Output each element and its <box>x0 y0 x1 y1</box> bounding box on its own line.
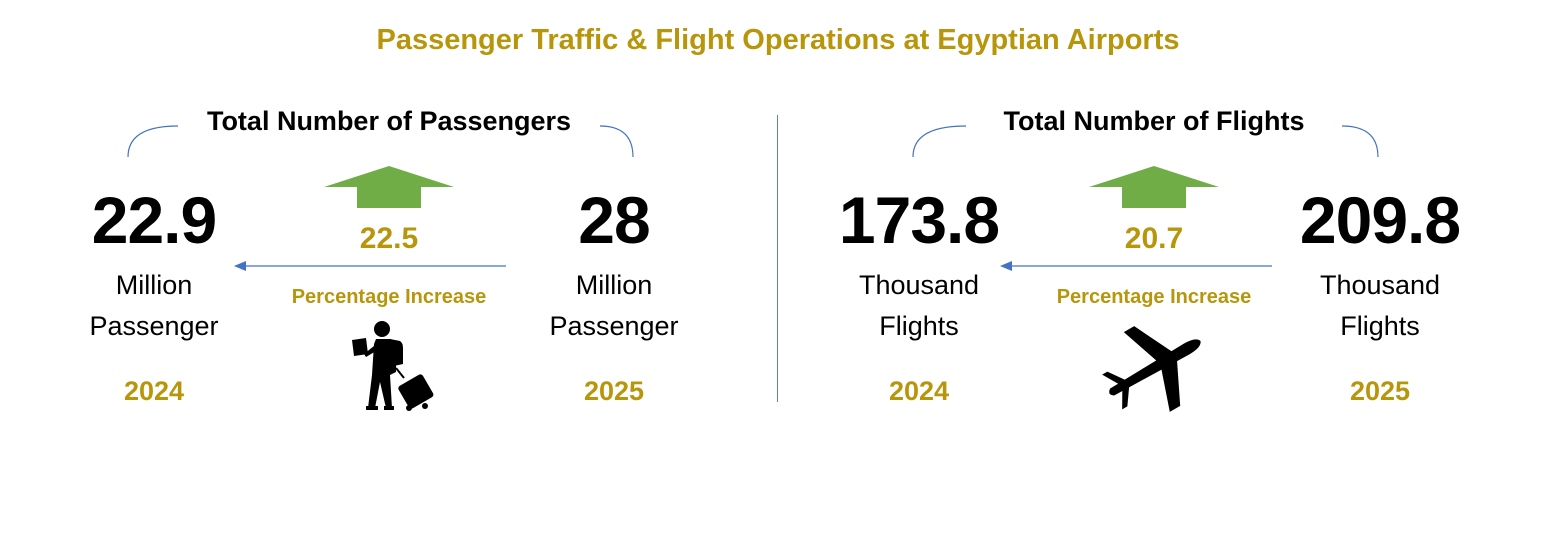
passengers-up-arrow-icon <box>324 166 454 208</box>
flights-2024-unit: Thousand Flights <box>819 265 1019 347</box>
airplane-icon <box>1102 326 1201 412</box>
passengers-2025-unit-line1: Million <box>575 270 653 300</box>
passengers-2024-unit-line2: Passenger <box>89 311 219 341</box>
flights-2024-value: 173.8 <box>838 183 1000 257</box>
page-title: Passenger Traffic & Flight Operations at… <box>376 24 1180 56</box>
flights-2025-unit: Thousand Flights <box>1280 265 1480 347</box>
flights-section-title: Total Number of Flights <box>1003 106 1305 136</box>
passengers-increase-value: 22.5 <box>359 222 419 255</box>
passengers-2024-unit: Million Passenger <box>54 265 254 347</box>
passengers-2024-unit-line1: Million <box>115 270 193 300</box>
section-divider <box>777 115 778 402</box>
flights-left-arrow-icon <box>1000 261 1272 271</box>
traveler-with-luggage-icon <box>352 321 434 411</box>
passengers-section-title: Total Number of Passengers <box>206 106 572 136</box>
passengers-2024-value: 22.9 <box>91 183 217 257</box>
flights-2025-unit-line2: Flights <box>1340 311 1420 341</box>
flights-2024-unit-line1: Thousand <box>858 270 980 300</box>
flights-2025-year: 2025 <box>1349 376 1411 406</box>
flights-2024-year: 2024 <box>888 376 950 406</box>
flights-2024-unit-line2: Flights <box>879 311 959 341</box>
passengers-2025-value: 28 <box>578 183 650 257</box>
flights-up-arrow-icon <box>1089 166 1219 208</box>
flights-increase-label: Percentage Increase <box>1056 286 1252 308</box>
passengers-left-arrow-icon <box>234 261 506 271</box>
flights-increase-value: 20.7 <box>1124 222 1184 255</box>
flights-2025-unit-line1: Thousand <box>1319 270 1441 300</box>
flights-2025-value: 209.8 <box>1299 183 1461 257</box>
passengers-2025-unit: Million Passenger <box>514 265 714 347</box>
passengers-2024-year: 2024 <box>123 376 185 406</box>
passengers-increase-label: Percentage Increase <box>291 286 487 308</box>
passengers-2025-unit-line2: Passenger <box>549 311 679 341</box>
passengers-2025-year: 2025 <box>583 376 645 406</box>
